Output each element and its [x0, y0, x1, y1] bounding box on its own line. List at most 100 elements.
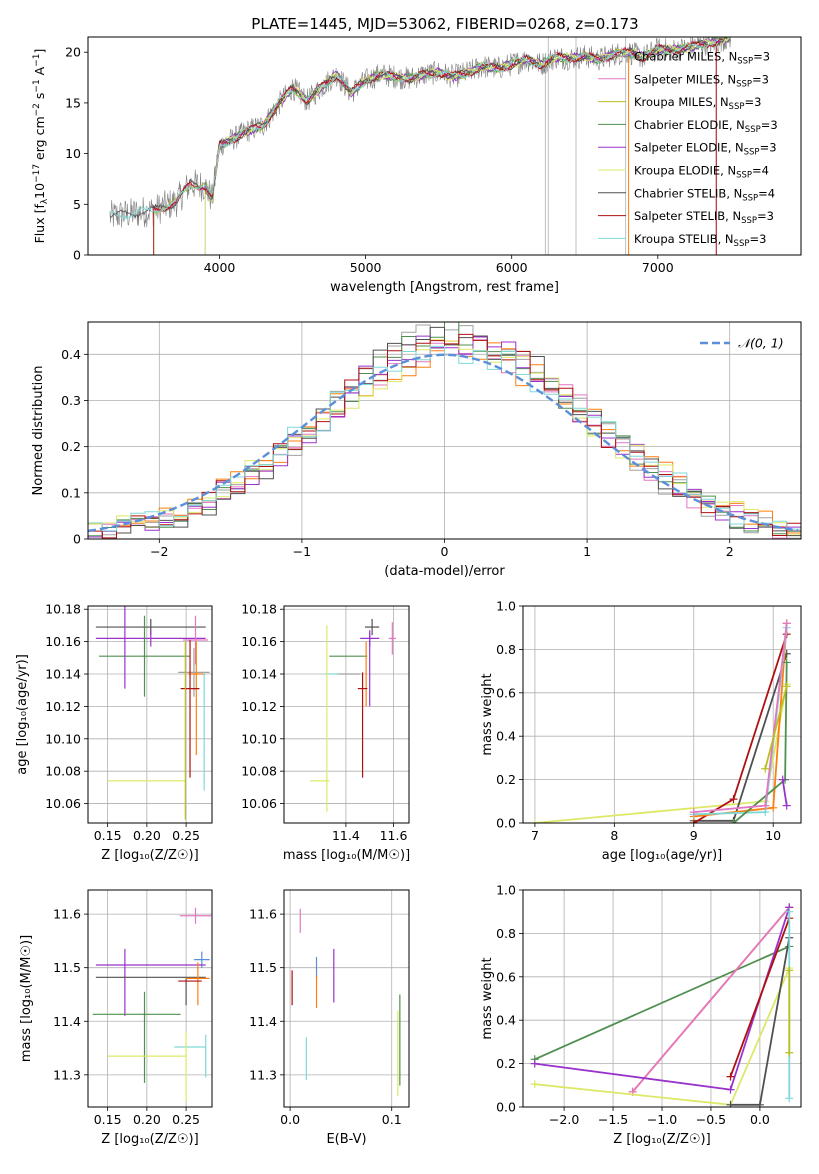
age_vs_mass-ytick-label: 10.08	[241, 764, 277, 779]
massweight_vs_Z-ylabel: mass weight	[480, 957, 495, 1039]
massweight_vs_Z-marker	[785, 1094, 794, 1103]
mass_vs_ebv-xtick-label: 0.1	[382, 1112, 402, 1127]
massweight_vs_age-marker	[782, 658, 791, 667]
age_vs_Z-ytick-label: 10.10	[45, 731, 81, 746]
histogram-step	[88, 345, 801, 532]
massweight_vs_age-xtick-label: 7	[531, 828, 539, 843]
mass_vs_ebv-xlabel: E(B-V)	[326, 1132, 366, 1147]
mass_vs_ebv-ytick-label: 11.5	[249, 960, 277, 975]
mass_vs_ebv-xtick-label: 0.0	[280, 1112, 300, 1127]
residuals-xtick-label: 1	[583, 544, 591, 559]
massweight_vs_Z-line	[729, 917, 791, 1077]
mass_vs_Z-ylabel: mass [log₁₀(M/M☉)]	[19, 935, 34, 1062]
massweight_vs_Z-ytick-label: 0.0	[496, 1100, 516, 1115]
age_vs_Z-frame	[87, 605, 213, 824]
age_vs_Z-ytick-label: 10.06	[45, 796, 81, 811]
massweight_vs_age-xlabel: age [log₁₀(age/yr)]	[602, 848, 723, 863]
residuals-xtick-label: 2	[726, 544, 734, 559]
massweight_vs_Z-ytick-label: 0.8	[496, 926, 516, 941]
spectrum-model-line	[109, 37, 731, 221]
residuals-xtick-label: −1	[293, 544, 311, 559]
mass_vs_Z-xlabel: Z [log₁₀(Z/Z☉)]	[101, 1132, 198, 1147]
age_vs_mass-point	[388, 622, 396, 655]
mass_vs_Z-ytick-label: 11.3	[53, 1067, 81, 1082]
massweight_vs_Z-marker	[726, 1085, 735, 1094]
massweight_vs_Z-ytick-label: 1.0	[496, 883, 516, 898]
age_vs_mass-point	[364, 618, 380, 636]
spectrum-legend: Chabrier MILES, NSSP=3 Salpeter MILES, NS…	[598, 50, 778, 249]
age_vs_Z-ytick-label: 10.12	[45, 699, 81, 714]
age_vs_Z-ylabel: age [log₁₀(age/yr)]	[15, 654, 30, 775]
massweight_vs_age-xtick-label: 10	[765, 828, 781, 843]
age_vs_Z-xtick-label: 0.15	[94, 828, 122, 843]
residuals-ylabel: Normed distribution	[31, 366, 46, 496]
normal-curve	[88, 353, 799, 533]
spectrum-model-line	[204, 37, 732, 255]
massweight_vs_age-marker	[689, 808, 698, 817]
massweight_vs_Z-ytick-label: 0.6	[496, 969, 516, 984]
residuals-ytick-label: 0.3	[61, 393, 81, 408]
massweight_vs_Z-marker	[530, 1080, 539, 1089]
age_vs_Z-point	[178, 648, 210, 697]
massweight_vs_Z-marker	[785, 966, 794, 975]
age_vs_Z-ytick-label: 10.14	[45, 667, 81, 682]
massweight_vs_age-marker	[782, 682, 791, 691]
spectrum-xlabel: wavelength [Angstrom, rest frame]	[330, 280, 559, 295]
age_vs_mass-ytick-label: 10.10	[241, 731, 277, 746]
figure-title: PLATE=1445, MJD=53062, FIBERID=0268, z=0…	[251, 15, 638, 33]
massweight_vs_Z-line	[534, 945, 790, 1061]
age_vs_mass-xtick-label: 11.4	[332, 828, 360, 843]
massweight_vs_Z-marker	[726, 1100, 735, 1107]
residuals-axes: −2 −1 0 1 2 0 0.1 0.2 0.3 0.4 (data-model)/error No…	[31, 322, 801, 579]
age_vs_mass-frame	[283, 605, 410, 824]
massweight_vs_Z-marker	[785, 907, 794, 916]
age_vs_Z-xlabel: Z [log₁₀(Z/Z☉)]	[101, 848, 198, 863]
massweight_vs_age-ytick-label: 0.6	[496, 685, 516, 700]
age_vs_Z-point	[180, 640, 200, 778]
residuals-frame	[87, 321, 802, 540]
massweight_vs_age-line	[693, 623, 788, 813]
legend-label: Kroupa MILES, NSSP=3	[634, 95, 761, 112]
age_vs_mass-xlabel: mass [log₁₀(M/M☉)]	[283, 848, 410, 863]
age_vs_Z-point	[182, 615, 209, 665]
spectrum-ytick-label: 5	[73, 197, 81, 212]
mass_vs_Z-ytick-label: 11.5	[53, 960, 81, 975]
residuals-xlabel: (data-model)/error	[384, 564, 505, 579]
massweight_vs_age-xtick-label: 8	[610, 828, 618, 843]
age_vs_mass-axes: 11.4 11.6 10.06 10.08 10.10 10.12 10.14 10.16 10…	[241, 602, 410, 863]
massweight_vs_Z-xlabel: Z [log₁₀(Z/Z☉)]	[613, 1132, 710, 1147]
residuals-ytick-label: 0.1	[61, 485, 81, 500]
massweight_vs_Z-xtick-label: −2.0	[549, 1112, 579, 1127]
spectrum-xtick-label: 4000	[204, 260, 236, 275]
spectrum-ylabel: Flux [fλ10−17 erg cm−2 s−1 A−1]	[32, 49, 50, 244]
massweight_vs_age-ylabel: mass weight	[480, 673, 495, 755]
massweight_vs_Z-marker	[726, 1072, 735, 1081]
massweight_vs_Z-xtick-label: −1.5	[598, 1112, 628, 1127]
mass_vs_Z-frame	[87, 889, 213, 1108]
age_vs_Z-axes: 0.15 0.20 0.25 10.06 10.08 10.10 10.12 10.14 10.…	[15, 602, 212, 863]
massweight_vs_age-ytick-label: 0.2	[496, 772, 516, 787]
age_vs_Z-point	[188, 641, 205, 755]
age_vs_mass-xtick-label: 11.6	[380, 828, 408, 843]
massweight_vs_age-ytick-label: 0.0	[496, 816, 516, 831]
age_vs_Z-ytick-label: 10.18	[45, 602, 81, 617]
massweight_vs_Z-marker	[785, 1048, 794, 1057]
massweight_vs_Z-marker	[755, 1100, 764, 1107]
massweight_vs_age-line	[781, 779, 788, 806]
spectrum-xtick-label: 7000	[642, 260, 674, 275]
age_vs_Z-ytick-label: 10.16	[45, 634, 81, 649]
mass_vs_ebv-frame	[283, 889, 410, 1108]
age_vs_Z-xtick-label: 0.20	[133, 828, 161, 843]
legend-label: 𝒩(0, 1)	[738, 336, 784, 351]
mass_vs_ebv-ytick-label: 11.4	[249, 1014, 277, 1029]
massweight_vs_age-ytick-label: 1.0	[496, 599, 516, 614]
massweight_vs_age-marker	[782, 619, 791, 628]
residuals-xtick-label: 0	[441, 544, 449, 559]
massweight_vs_Z-frame	[522, 889, 802, 1108]
age_vs_mass-ytick-label: 10.14	[241, 667, 277, 682]
massweight_vs_age-line	[693, 627, 788, 816]
age_vs_Z-point	[98, 615, 191, 697]
spectrum-xtick-label: 5000	[350, 260, 382, 275]
spectrum-model-line	[153, 37, 724, 255]
